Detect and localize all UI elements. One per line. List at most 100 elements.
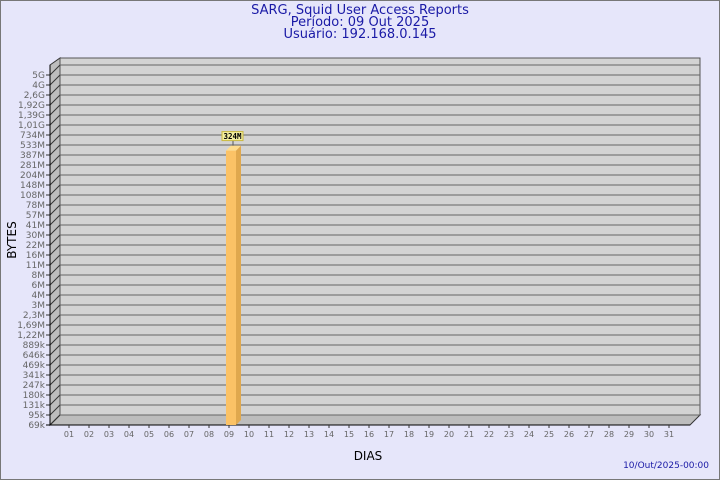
x-tick-label: 19 [424,430,434,439]
report-title: SARG, Squid User Access Reports [251,3,469,18]
x-tick-label: 06 [164,430,174,439]
y-tick-label: 108M [20,191,45,201]
x-tick-label: 07 [184,430,194,439]
back-wall [59,57,701,416]
y-tick-label: 646k [23,351,46,361]
y-tick-label: 734M [20,131,45,141]
y-tick-label: 469k [23,361,46,371]
gridline-side [49,164,61,176]
x-tick-label: 15 [344,430,354,439]
y-tick-label: 1,22M [17,331,45,341]
y-tick-label: 1,39G [18,111,45,121]
x-tick-label: 12 [284,430,294,439]
x-tick-label: 08 [204,430,214,439]
x-tick-label: 27 [584,430,594,439]
y-tick-label: 1,01G [18,121,45,131]
gridline-side [49,344,61,356]
gridline-side [49,124,61,136]
y-tick-label: 2,3M [23,311,45,321]
y-tick-label: 41M [26,221,45,231]
gridline-side [49,244,61,256]
x-tick-label: 28 [604,430,614,439]
gridline-side [49,174,61,186]
gridline-side [49,114,61,126]
x-axis-title: DIAS [354,449,383,463]
y-tick-label: 4M [32,291,46,301]
y-tick-label: 57M [26,211,45,221]
y-tick-label: 69k [28,421,45,431]
x-tick-label: 18 [404,430,414,439]
x-tick-label: 21 [464,430,474,439]
gridline-side [49,284,61,296]
y-tick-label: 30M [26,231,45,241]
y-tick-label: 4G [32,81,45,91]
y-tick-label: 889k [23,341,46,351]
y-tick-label: 341k [23,371,46,381]
gridline-side [49,194,61,206]
x-tick-label: 09 [224,430,234,439]
gridline-side [49,314,61,326]
x-tick-label: 17 [384,430,394,439]
y-tick-label: 6M [32,281,46,291]
floor [48,414,702,426]
y-tick-label: 8M [32,271,46,281]
y-tick-label: 5G [32,71,45,81]
gridline-side [49,94,61,106]
gridline-side [49,274,61,286]
y-tick-label: 281M [20,161,45,171]
gridline-side [49,224,61,236]
x-tick-label: 10 [244,430,254,439]
x-tick-label: 02 [84,430,94,439]
y-tick-label: 95k [28,411,45,421]
y-tick-label: 533M [20,141,45,151]
y-tick-label: 180k [23,391,46,401]
data-label-box [221,131,244,142]
gridline-side [49,184,61,196]
x-tick-label: 31 [664,430,674,439]
x-tick-label: 26 [564,430,574,439]
gridline-side [49,84,61,96]
y-tick-label: 3M [32,301,46,311]
y-tick-label: 1,92G [18,101,45,111]
gridline-side [49,364,61,376]
gridline-side [49,74,61,86]
x-tick-label: 16 [364,430,374,439]
x-tick-label: 14 [324,430,334,439]
x-tick-label: 01 [64,430,74,439]
y-tick-label: 22M [26,241,45,251]
gridline-side [49,214,61,226]
x-tick-label: 22 [484,430,494,439]
bar-top-09 [226,145,241,151]
gridline-side [49,64,61,76]
gridline-side [49,254,61,266]
y-tick-label: 11M [26,261,45,271]
x-tick-label: 25 [544,430,554,439]
gridline-side [49,154,61,166]
gridline-side [49,294,61,306]
y-tick-label: 16M [26,251,45,261]
x-tick-label: 03 [104,430,114,439]
x-tick-label: 23 [504,430,514,439]
y-tick-label: 247k [23,381,46,391]
generated-timestamp: 10/Out/2025-00:00 [623,461,709,471]
gridline-side [49,414,61,426]
gridline-side [49,394,61,406]
y-tick-label: 387M [20,151,45,161]
gridline-side [49,304,61,316]
y-tick-label: 1,69M [17,321,45,331]
gridline-side [49,324,61,336]
gridline-side [49,384,61,396]
y-tick-label: 78M [26,201,45,211]
report-period: Período: 09 Out 2025 [290,15,430,30]
x-tick-label: 04 [124,430,134,439]
gridline-side [49,334,61,346]
data-label: 324M [223,132,242,141]
gridline-side [49,264,61,276]
x-tick-label: 11 [264,430,274,439]
y-tick-label: 148M [20,181,45,191]
x-tick-label: 24 [524,430,534,439]
y-tick-label: 2,6G [24,91,45,101]
bar-09 [226,150,236,425]
gridline-side [49,204,61,216]
